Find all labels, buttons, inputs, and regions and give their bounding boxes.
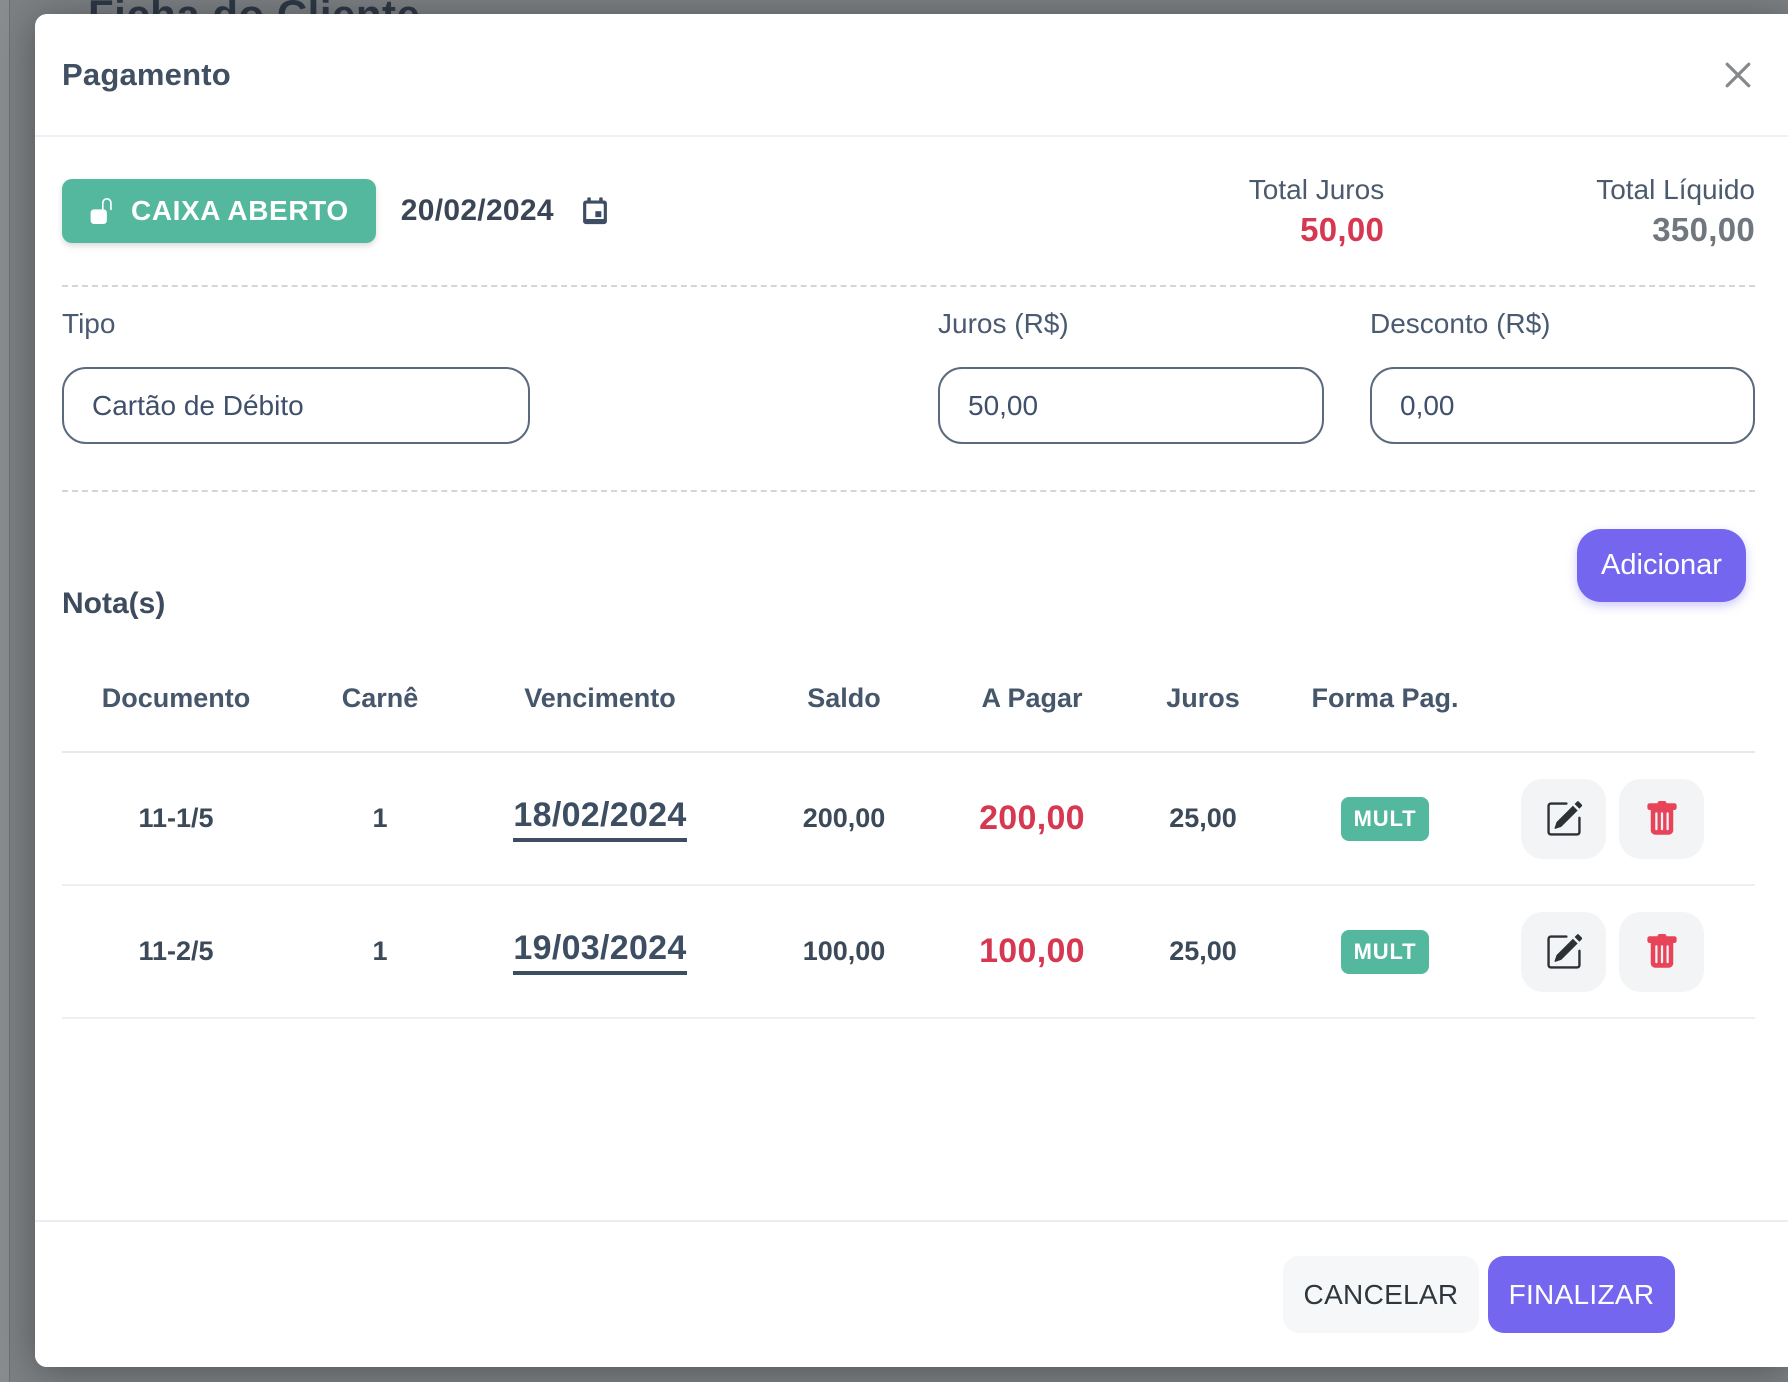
edit-row-button[interactable] [1521,911,1606,992]
finalizar-button[interactable]: FINALIZAR [1488,1256,1675,1333]
caixa-status-badge: CAIXA ABERTO [62,179,376,243]
cell-a-pagar: 200,00 [979,799,1085,837]
total-juros: Total Juros 50,00 [1249,174,1384,249]
column-header-documento: Documento [101,683,251,713]
vencimento-link[interactable]: 18/02/2024 [513,796,687,842]
total-juros-value: 50,00 [1300,210,1385,248]
cell-carne: 1 [372,936,388,966]
column-header-carne: Carnê [341,683,419,713]
close-icon [1725,62,1751,87]
forma-pag-badge: MULT [1340,929,1430,974]
modal-footer: CANCELAR FINALIZAR [35,1220,1788,1367]
row-actions [1470,911,1755,992]
delete-row-button[interactable] [1619,911,1704,992]
row-actions [1470,778,1755,859]
modal-title: Pagamento [62,56,231,92]
adicionar-button[interactable]: Adicionar [1577,529,1746,602]
pencil-square-icon [1546,800,1582,836]
background-left-strip [0,0,10,1382]
column-header-juros: Juros [1166,683,1240,713]
desconto-label: Desconto (R$) [1370,308,1551,339]
trash-icon [1646,800,1677,835]
column-header-forma-pag: Forma Pag. [1311,683,1459,713]
cell-juros: 25,00 [1169,936,1237,966]
column-header-vencimento: Vencimento [524,683,676,713]
delete-row-button[interactable] [1619,778,1704,859]
cell-saldo: 200,00 [802,803,886,833]
column-header-saldo: Saldo [807,683,881,713]
notes-table-header: Documento Carnê Vencimento Saldo A Pagar… [62,646,1755,753]
notes-section-head: Adicionar Nota(s) [62,492,1755,621]
desconto-input[interactable]: 0,00 [1370,367,1755,444]
caixa-status-label: CAIXA ABERTO [131,195,349,226]
total-liquido-label: Total Líquido [1596,173,1755,205]
cell-carne: 1 [372,803,388,833]
cell-documento: 11-1/5 [138,803,214,833]
forma-pag-badge: MULT [1340,796,1430,841]
pagamento-modal: Pagamento CAIXA ABERTO 20/02/2024 [35,14,1788,1367]
total-liquido: Total Líquido 350,00 [1596,174,1755,249]
edit-row-button[interactable] [1521,778,1606,859]
cell-juros: 25,00 [1169,803,1237,833]
vencimento-link[interactable]: 19/03/2024 [513,929,687,975]
desconto-field: Desconto (R$) 0,00 [1370,308,1755,444]
cancelar-button[interactable]: CANCELAR [1283,1256,1479,1333]
juros-field: Juros (R$) 50,00 [938,308,1324,444]
tipo-input[interactable]: Cartão de Débito [62,367,530,444]
cell-a-pagar: 100,00 [979,932,1085,970]
close-button[interactable] [1719,56,1757,94]
tipo-field: Tipo Cartão de Débito [62,308,530,444]
status-row: CAIXA ABERTO 20/02/2024 Total Juros 50,0… [62,137,1755,285]
total-juros-label: Total Juros [1248,173,1385,205]
column-header-a-pagar: A Pagar [981,683,1083,713]
unlock-icon [90,198,112,224]
modal-body: CAIXA ABERTO 20/02/2024 Total Juros 50,0… [35,137,1788,1019]
table-row: 11-1/5 1 18/02/2024 200,00 200,00 25,00 … [62,753,1755,886]
payment-form: Tipo Cartão de Débito Juros (R$) 50,00 D… [62,285,1755,492]
total-liquido-value: 350,00 [1652,210,1755,248]
pencil-square-icon [1546,933,1582,969]
tipo-label: Tipo [62,308,116,339]
table-row: 11-2/5 1 19/03/2024 100,00 100,00 25,00 … [62,886,1755,1019]
payment-date: 20/02/2024 [400,194,554,227]
juros-label: Juros (R$) [938,308,1069,339]
calendar-button[interactable] [581,197,609,225]
calendar-icon [582,197,607,225]
modal-header: Pagamento [35,14,1788,137]
trash-icon [1646,933,1677,968]
cell-saldo: 100,00 [802,936,886,966]
totals: Total Juros 50,00 Total Líquido 350,00 [1249,174,1755,249]
juros-input[interactable]: 50,00 [938,367,1324,444]
notes-heading: Nota(s) [62,587,166,620]
cell-documento: 11-2/5 [138,936,214,966]
